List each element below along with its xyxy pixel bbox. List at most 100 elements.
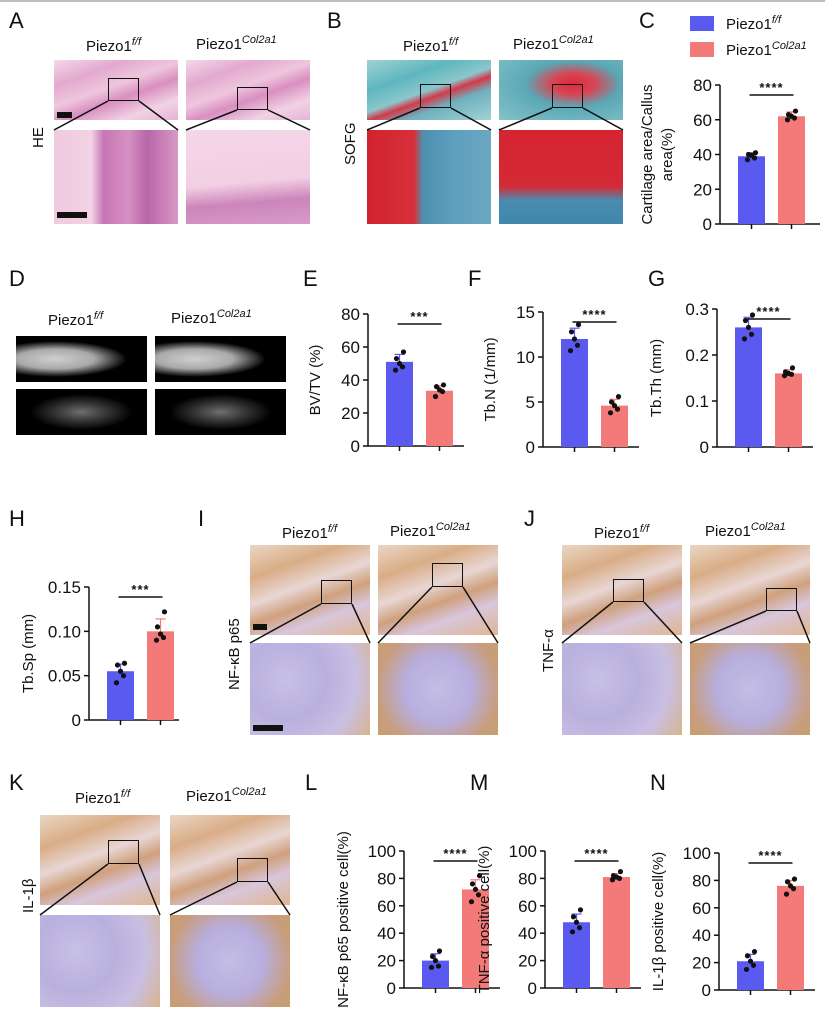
il1b-mutant-zoom (170, 915, 290, 1007)
svg-text:0: 0 (528, 979, 537, 998)
svg-text:0: 0 (702, 981, 711, 1000)
svg-text:Cartilage area/Callus: Cartilage area/Callus (639, 84, 656, 224)
panel-label-l: L (305, 770, 318, 795)
panel-label-i: I (198, 506, 205, 531)
title-k-mutant: Piezo1Col2a1 (186, 786, 267, 805)
svg-text:****: **** (756, 304, 780, 319)
il1b-control-overview (40, 815, 160, 905)
svg-text:100: 100 (509, 842, 537, 861)
il1b-control-zoom (40, 915, 160, 1007)
tnfa-mutant-overview (690, 545, 810, 635)
svg-text:60: 60 (341, 338, 360, 357)
title-d-mutant: Piezo1Col2a1 (171, 308, 252, 327)
svg-text:20: 20 (518, 952, 537, 971)
nfkb-mutant-overview (378, 545, 498, 635)
legend-swatch-mutant (690, 42, 714, 57)
svg-text:80: 80 (518, 869, 537, 888)
title-a-control: Piezo1f/f (86, 36, 142, 55)
microct-mutant-section (155, 389, 286, 435)
roi-box (321, 580, 352, 604)
svg-text:0: 0 (387, 979, 396, 998)
svg-text:BV/TV (%): BV/TV (%) (307, 345, 324, 416)
svg-text:20: 20 (692, 954, 711, 973)
svg-text:****: **** (582, 307, 606, 322)
he-control-overview (54, 60, 178, 120)
svg-text:20: 20 (377, 952, 396, 971)
svg-text:Tb.Sp (mm): Tb.Sp (mm) (20, 614, 37, 693)
svg-text:****: **** (759, 80, 783, 95)
panel-label-f: F (468, 266, 482, 291)
svg-text:TNF-α positive cell(%): TNF-α positive cell(%) (476, 846, 493, 994)
svg-text:Tb.Th (mm): Tb.Th (mm) (648, 339, 665, 417)
scale-bar (57, 112, 72, 118)
title-j-mutant: Piezo1Col2a1 (705, 521, 786, 540)
top-border (0, 0, 825, 2)
title-j-control: Piezo1f/f (594, 523, 650, 542)
svg-text:0.2: 0.2 (685, 346, 709, 365)
svg-text:****: **** (584, 846, 608, 861)
svg-text:80: 80 (693, 76, 712, 95)
legend-label-mutant: Piezo1Col2a1 (726, 40, 807, 59)
svg-text:0.10: 0.10 (48, 622, 81, 641)
roi-box (613, 579, 644, 602)
sofg-mutant-overview (499, 60, 623, 120)
svg-text:0.1: 0.1 (685, 392, 709, 411)
roi-box (108, 840, 139, 864)
svg-text:0: 0 (700, 438, 709, 457)
svg-text:****: **** (443, 846, 467, 861)
panel-label-c: C (639, 8, 655, 33)
svg-text:60: 60 (692, 899, 711, 918)
svg-text:60: 60 (518, 897, 537, 916)
svg-text:40: 40 (693, 146, 712, 165)
panel-label-h: H (9, 506, 25, 531)
svg-text:0.15: 0.15 (48, 578, 81, 597)
scale-bar (57, 212, 87, 218)
svg-text:40: 40 (518, 924, 537, 943)
svg-text:20: 20 (341, 404, 360, 423)
svg-text:15: 15 (516, 303, 535, 322)
sofg-mutant-zoom (499, 130, 623, 224)
svg-text:80: 80 (377, 869, 396, 888)
panel-label-m: M (470, 770, 489, 795)
legend-swatch-control (690, 16, 714, 31)
il1b-mutant-overview (170, 815, 290, 905)
nfkb-mutant-zoom (378, 643, 498, 735)
svg-text:40: 40 (692, 926, 711, 945)
roi-box (766, 588, 797, 611)
scale-bar (253, 725, 283, 731)
svg-text:0.05: 0.05 (48, 667, 81, 686)
he-control-zoom (54, 130, 178, 224)
title-a-mutant: Piezo1Col2a1 (196, 34, 277, 53)
panel-label-b: B (327, 8, 342, 33)
svg-text:Tb.N (1/mm): Tb.N (1/mm) (482, 337, 499, 421)
svg-text:40: 40 (377, 924, 396, 943)
svg-text:60: 60 (693, 111, 712, 130)
svg-text:area(%): area(%) (659, 128, 676, 181)
svg-text:0.3: 0.3 (685, 300, 709, 319)
sofg-control-zoom (367, 130, 491, 224)
svg-text:***: *** (410, 309, 428, 324)
microct-control-3d (16, 336, 147, 382)
panel-label-g: G (648, 266, 666, 291)
nfkb-control-overview (250, 545, 370, 635)
tnfa-control-zoom (562, 643, 682, 735)
he-mutant-overview (186, 60, 310, 120)
svg-text:80: 80 (341, 305, 360, 324)
panel-label-e: E (303, 266, 318, 291)
title-d-control: Piezo1f/f (48, 310, 104, 329)
svg-text:0: 0 (351, 437, 360, 456)
svg-text:100: 100 (683, 844, 711, 863)
roi-box (237, 858, 268, 882)
roi-box (237, 87, 268, 110)
svg-text:40: 40 (341, 371, 360, 390)
title-b-control: Piezo1f/f (403, 36, 459, 55)
panel-label-j: J (524, 506, 535, 531)
title-i-mutant: Piezo1Col2a1 (390, 521, 471, 540)
microct-control-section (16, 389, 147, 435)
svg-text:0: 0 (526, 438, 535, 457)
roi-box (552, 84, 583, 108)
roi-box (420, 84, 451, 108)
roi-box (108, 78, 139, 101)
microct-mutant-3d (155, 336, 286, 382)
svg-text:60: 60 (377, 897, 396, 916)
